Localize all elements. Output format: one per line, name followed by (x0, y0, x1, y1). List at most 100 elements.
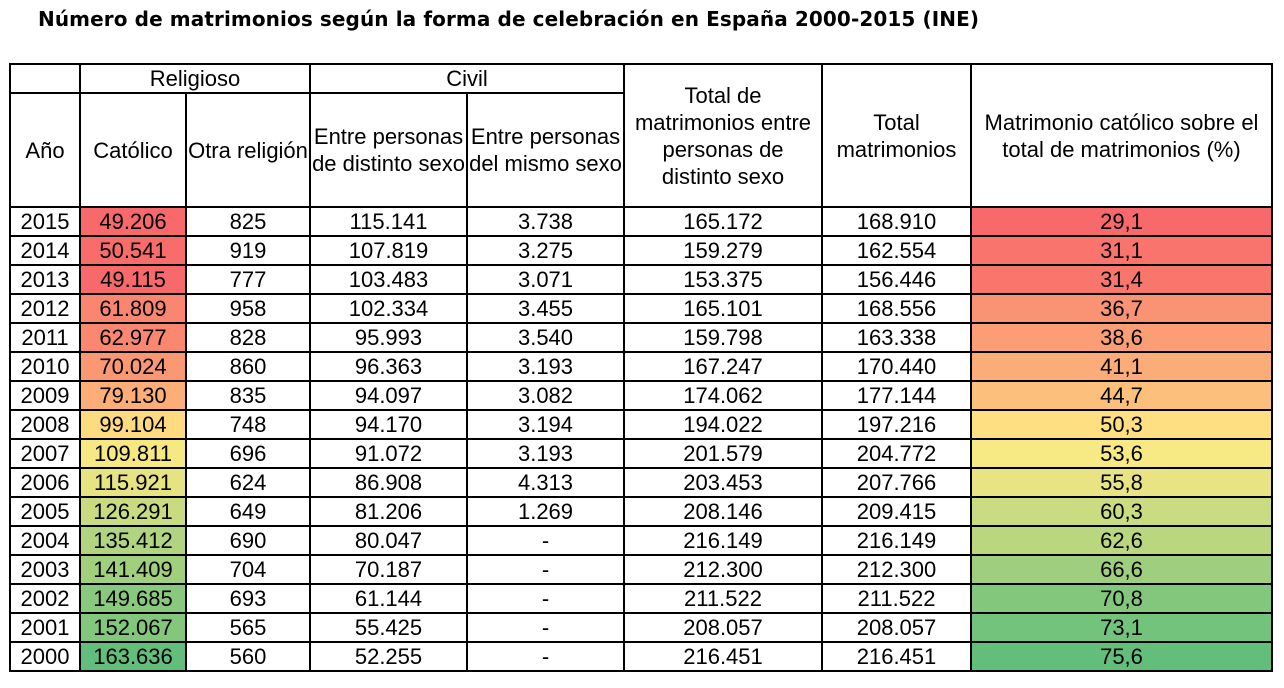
cell-civil-mismo: 3.193 (466, 438, 625, 469)
cell-pct-catolico: 62,6 (970, 525, 1273, 556)
cell-total-distinto: 216.149 (623, 525, 823, 556)
cell-civil-mismo: - (466, 554, 625, 585)
cell-otra-religion: 560 (185, 641, 311, 672)
header-civil-mismo: Entre personas del mismo sexo (466, 92, 625, 208)
cell-catolico: 79.130 (79, 380, 187, 411)
cell-civil-mismo: 3.540 (466, 322, 625, 353)
cell-total-distinto: 167.247 (623, 351, 823, 382)
cell-pct-catolico: 29,1 (970, 206, 1273, 237)
cell-pct-catolico: 55,8 (970, 467, 1273, 498)
cell-total-distinto: 194.022 (623, 409, 823, 440)
cell-civil-mismo: 1.269 (466, 496, 625, 527)
cell-total: 170.440 (821, 351, 972, 382)
cell-otra-religion: 696 (185, 438, 311, 469)
table-row: 2001 152.067 565 55.425-208.057 208.057 73,1 (9, 612, 1273, 643)
cell-catolico: 149.685 (79, 583, 187, 614)
header-total: Total matrimonios (821, 63, 972, 208)
cell-civil-distinto: 107.819 (309, 235, 468, 266)
cell-pct-catolico: 53,6 (970, 438, 1273, 469)
header-pct-catolico: Matrimonio católico sobre el total de ma… (970, 63, 1273, 208)
cell-year: 2008 (9, 409, 81, 440)
cell-total: 197.216 (821, 409, 972, 440)
cell-otra-religion: 828 (185, 322, 311, 353)
table-row: 2011 62.977 828 95.993 3.540 159.798 163.338 38… (9, 322, 1273, 353)
cell-civil-mismo: 3.193 (466, 351, 625, 382)
cell-civil-mismo: 3.071 (466, 264, 625, 295)
cell-total: 163.338 (821, 322, 972, 353)
cell-otra-religion: 565 (185, 612, 311, 643)
table-row: 2002 149.685 693 61.144-211.522 211.522 70,8 (9, 583, 1273, 614)
table-body: 2015 49.206 825 115.141 3.738 165.172 168.910 2… (9, 206, 1273, 672)
table-row: 2010 70.024 860 96.363 3.193 167.247 170.440 41… (9, 351, 1273, 382)
cell-civil-distinto: 94.097 (309, 380, 468, 411)
cell-year: 2002 (9, 583, 81, 614)
cell-total-distinto: 159.279 (623, 235, 823, 266)
cell-otra-religion: 835 (185, 380, 311, 411)
cell-otra-religion: 690 (185, 525, 311, 556)
cell-civil-distinto: 94.170 (309, 409, 468, 440)
cell-total-distinto: 208.057 (623, 612, 823, 643)
cell-total-distinto: 211.522 (623, 583, 823, 614)
header-total-distinto: Total de matrimonios entre personas de d… (623, 63, 823, 208)
cell-otra-religion: 825 (185, 206, 311, 237)
cell-pct-catolico: 66,6 (970, 554, 1273, 585)
cell-pct-catolico: 31,4 (970, 264, 1273, 295)
cell-total-distinto: 208.146 (623, 496, 823, 527)
cell-total: 216.451 (821, 641, 972, 672)
cell-otra-religion: 693 (185, 583, 311, 614)
cell-civil-mismo: - (466, 583, 625, 614)
cell-civil-mismo: 3.082 (466, 380, 625, 411)
cell-year: 2006 (9, 467, 81, 498)
cell-otra-religion: 649 (185, 496, 311, 527)
cell-pct-catolico: 44,7 (970, 380, 1273, 411)
cell-year: 2011 (9, 322, 81, 353)
cell-year: 2012 (9, 293, 81, 324)
cell-otra-religion: 958 (185, 293, 311, 324)
table-row: 2000 163.636 560 52.255-216.451 216.451 75,6 (9, 641, 1273, 672)
cell-pct-catolico: 38,6 (970, 322, 1273, 353)
cell-total: 156.446 (821, 264, 972, 295)
cell-catolico: 49.115 (79, 264, 187, 295)
cell-pct-catolico: 41,1 (970, 351, 1273, 382)
cell-otra-religion: 919 (185, 235, 311, 266)
cell-total: 204.772 (821, 438, 972, 469)
cell-civil-distinto: 86.908 (309, 467, 468, 498)
cell-catolico: 135.412 (79, 525, 187, 556)
cell-year: 2009 (9, 380, 81, 411)
cell-total-distinto: 165.172 (623, 206, 823, 237)
cell-pct-catolico: 31,1 (970, 235, 1273, 266)
cell-total: 168.910 (821, 206, 972, 237)
cell-total: 209.415 (821, 496, 972, 527)
header-catolico: Católico (79, 92, 187, 208)
cell-otra-religion: 748 (185, 409, 311, 440)
table-row: 2006 115.921 624 86.908 4.313 203.453 207.766 5… (9, 467, 1273, 498)
cell-total-distinto: 203.453 (623, 467, 823, 498)
table-row: 2013 49.115 777 103.483 3.071 153.375 156.446 3… (9, 264, 1273, 295)
cell-otra-religion: 777 (185, 264, 311, 295)
table-row: 2008 99.104 748 94.170 3.194 194.022 197.216 50… (9, 409, 1273, 440)
cell-civil-mismo: - (466, 612, 625, 643)
cell-pct-catolico: 70,8 (970, 583, 1273, 614)
cell-catolico: 126.291 (79, 496, 187, 527)
cell-total: 168.556 (821, 293, 972, 324)
cell-civil-distinto: 102.334 (309, 293, 468, 324)
cell-total: 216.149 (821, 525, 972, 556)
cell-total-distinto: 159.798 (623, 322, 823, 353)
cell-civil-distinto: 55.425 (309, 612, 468, 643)
cell-civil-distinto: 52.255 (309, 641, 468, 672)
cell-catolico: 115.921 (79, 467, 187, 498)
cell-civil-distinto: 81.206 (309, 496, 468, 527)
cell-catolico: 50.541 (79, 235, 187, 266)
cell-civil-distinto: 70.187 (309, 554, 468, 585)
table-row: 2005 126.291 649 81.206 1.269 208.146 209.415 6… (9, 496, 1273, 527)
cell-pct-catolico: 36,7 (970, 293, 1273, 324)
cell-otra-religion: 624 (185, 467, 311, 498)
header-anio: Año (9, 92, 81, 208)
cell-civil-mismo: 4.313 (466, 467, 625, 498)
header-civil: Civil (309, 63, 625, 94)
table-row: 2004 135.412 690 80.047-216.149 216.149 62,6 (9, 525, 1273, 556)
cell-year: 2005 (9, 496, 81, 527)
page-title: Número de matrimonios según la forma de … (38, 7, 980, 31)
cell-year: 2014 (9, 235, 81, 266)
cell-year: 2004 (9, 525, 81, 556)
